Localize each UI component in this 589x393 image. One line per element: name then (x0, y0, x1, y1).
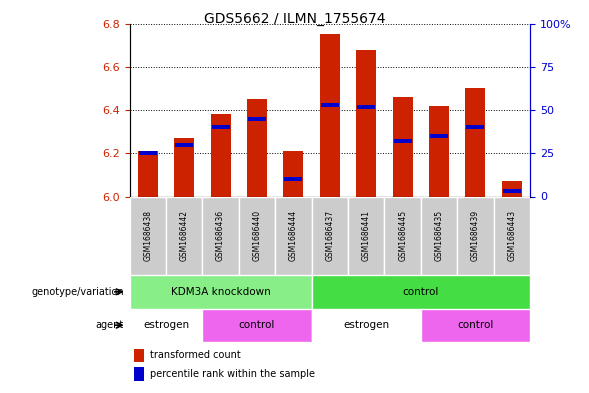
Bar (130, 275, 312, 309)
Bar (203, 309, 312, 342)
Text: genotype/variation: genotype/variation (31, 287, 124, 297)
Text: control: control (403, 287, 439, 297)
Bar (429, 106, 449, 196)
Text: estrogen: estrogen (343, 320, 389, 330)
Bar (312, 309, 421, 342)
Bar (275, 196, 312, 275)
Bar (248, 117, 266, 121)
Bar (203, 196, 239, 275)
Bar (134, 349, 144, 362)
Bar (283, 151, 303, 196)
Text: agent: agent (95, 320, 124, 330)
Text: GSM1686435: GSM1686435 (435, 210, 444, 261)
Bar (348, 196, 385, 275)
Bar (430, 134, 448, 138)
Bar (321, 103, 339, 107)
Text: GSM1686443: GSM1686443 (507, 210, 517, 261)
Text: GSM1686445: GSM1686445 (398, 210, 407, 261)
Bar (502, 182, 522, 196)
Bar (320, 35, 340, 197)
Bar (175, 143, 193, 147)
Text: control: control (457, 320, 494, 330)
Text: GDS5662 / ILMN_1755674: GDS5662 / ILMN_1755674 (204, 12, 385, 26)
Bar (211, 114, 231, 196)
Bar (174, 138, 194, 196)
Bar (211, 125, 230, 129)
Text: GSM1686436: GSM1686436 (216, 210, 225, 261)
Bar (393, 139, 412, 143)
Bar (138, 151, 158, 196)
Bar (421, 196, 457, 275)
Bar (457, 196, 494, 275)
Text: GSM1686441: GSM1686441 (362, 210, 370, 261)
Bar (393, 97, 413, 196)
Text: percentile rank within the sample: percentile rank within the sample (150, 369, 315, 379)
Bar (130, 309, 203, 342)
Bar (166, 196, 203, 275)
Bar (139, 151, 157, 155)
Bar (466, 125, 485, 129)
Text: GSM1686438: GSM1686438 (143, 210, 153, 261)
Bar (239, 196, 275, 275)
Bar (312, 275, 530, 309)
Text: control: control (239, 320, 275, 330)
Text: GSM1686440: GSM1686440 (253, 210, 262, 261)
Bar (134, 367, 144, 380)
Text: estrogen: estrogen (143, 320, 189, 330)
Bar (130, 196, 166, 275)
Bar (465, 88, 485, 196)
Text: KDM3A knockdown: KDM3A knockdown (171, 287, 270, 297)
Text: GSM1686442: GSM1686442 (180, 210, 188, 261)
Bar (494, 196, 530, 275)
Text: GSM1686444: GSM1686444 (289, 210, 298, 261)
Bar (385, 196, 421, 275)
Text: transformed count: transformed count (150, 350, 240, 360)
Bar (284, 177, 302, 181)
Bar (312, 196, 348, 275)
Text: GSM1686439: GSM1686439 (471, 210, 480, 261)
Bar (503, 189, 521, 193)
Bar (358, 105, 375, 108)
Text: GSM1686437: GSM1686437 (325, 210, 335, 261)
Bar (247, 99, 267, 196)
Bar (421, 309, 530, 342)
Bar (356, 50, 376, 196)
